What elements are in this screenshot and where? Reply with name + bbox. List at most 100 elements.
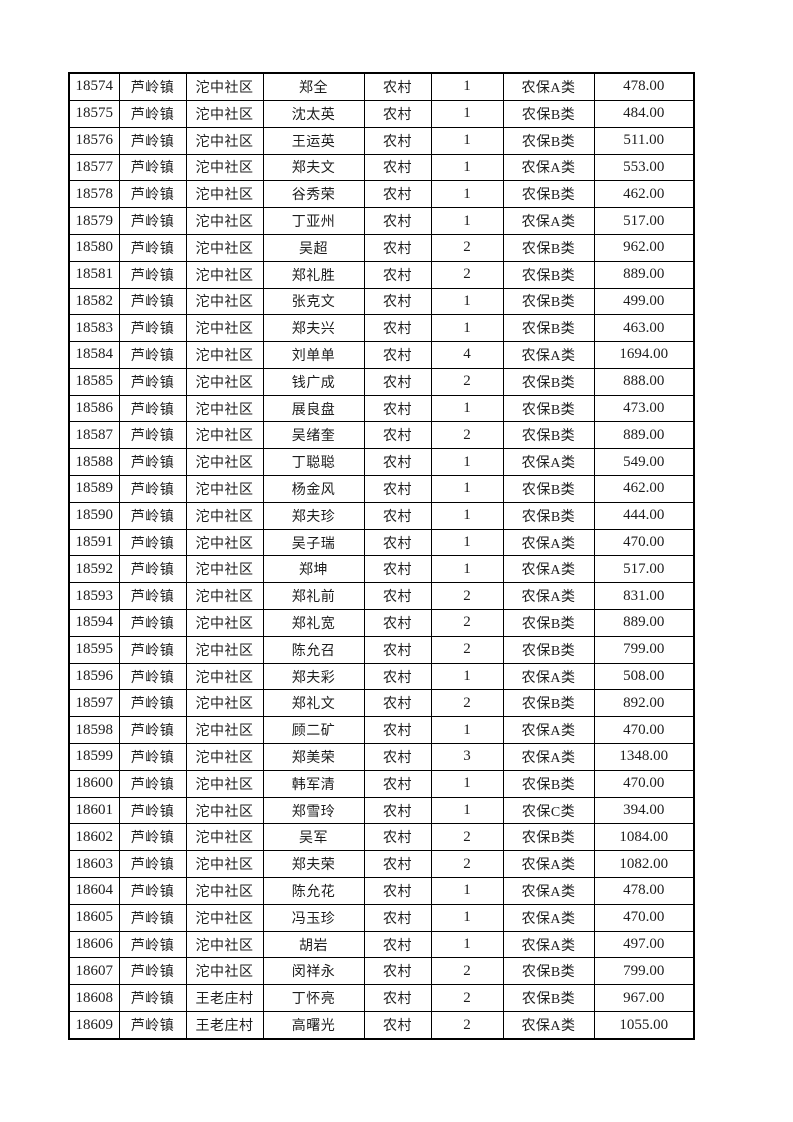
cell-record-id: 18598 (68, 716, 120, 745)
cell-residence-type: 农村 (363, 743, 432, 771)
cell-insurance-category: 农保B类 (502, 635, 595, 664)
cell-amount: 462.00 (593, 180, 695, 209)
cell-town: 芦岭镇 (118, 501, 187, 530)
cell-community: 沱中社区 (185, 609, 264, 637)
cell-person-name: 郑夫珍 (262, 501, 365, 530)
table-row: 18590 芦岭镇 沱中社区 郑夫珍 农村 1 农保B类 444.00 (68, 501, 695, 530)
cell-town: 芦岭镇 (118, 72, 187, 101)
cell-town: 芦岭镇 (118, 180, 187, 209)
cell-insurance-category: 农保B类 (502, 99, 595, 128)
table-row: 18592 芦岭镇 沱中社区 郑坤 农村 1 农保A类 517.00 (68, 555, 695, 584)
cell-person-count: 2 (430, 850, 504, 879)
cell-residence-type: 农村 (363, 233, 432, 262)
cell-community: 沱中社区 (185, 341, 264, 369)
cell-community: 沱中社区 (185, 796, 264, 825)
cell-insurance-category: 农保B类 (502, 260, 595, 289)
cell-insurance-category: 农保B类 (502, 421, 595, 450)
cell-town: 芦岭镇 (118, 126, 187, 155)
cell-record-id: 18589 (68, 475, 120, 503)
cell-residence-type: 农村 (363, 153, 432, 182)
cell-amount: 831.00 (593, 582, 695, 611)
cell-residence-type: 农村 (363, 957, 432, 986)
cell-person-name: 丁怀亮 (262, 984, 365, 1013)
cell-record-id: 18601 (68, 796, 120, 825)
cell-record-id: 18606 (68, 930, 120, 959)
cell-residence-type: 农村 (363, 689, 432, 718)
cell-town: 芦岭镇 (118, 341, 187, 369)
cell-record-id: 18577 (68, 153, 120, 182)
cell-amount: 889.00 (593, 609, 695, 637)
cell-person-count: 2 (430, 260, 504, 289)
cell-town: 芦岭镇 (118, 99, 187, 128)
cell-amount: 394.00 (593, 796, 695, 825)
cell-amount: 962.00 (593, 233, 695, 262)
table-row: 18607 芦岭镇 沱中社区 闵祥永 农村 2 农保B类 799.00 (68, 957, 695, 986)
cell-amount: 508.00 (593, 662, 695, 691)
cell-insurance-category: 农保A类 (502, 582, 595, 611)
cell-residence-type: 农村 (363, 287, 432, 316)
cell-person-count: 1 (430, 287, 504, 316)
cell-residence-type: 农村 (363, 260, 432, 289)
cell-person-count: 1 (430, 475, 504, 503)
cell-town: 芦岭镇 (118, 609, 187, 637)
cell-record-id: 18594 (68, 609, 120, 637)
cell-insurance-category: 农保B类 (502, 823, 595, 852)
cell-residence-type: 农村 (363, 769, 432, 798)
cell-person-name: 冯玉珍 (262, 903, 365, 932)
cell-community: 沱中社区 (185, 475, 264, 503)
cell-insurance-category: 农保A类 (502, 743, 595, 771)
cell-person-name: 高曙光 (262, 1011, 365, 1040)
table-row: 18588 芦岭镇 沱中社区 丁聪聪 农村 1 农保A类 549.00 (68, 448, 695, 477)
table-row: 18576 芦岭镇 沱中社区 王运英 农村 1 农保B类 511.00 (68, 126, 695, 155)
cell-person-count: 4 (430, 341, 504, 369)
table-body: 18574 芦岭镇 沱中社区 郑全 农村 1 农保A类 478.00 18575… (68, 72, 695, 1040)
cell-residence-type: 农村 (363, 475, 432, 503)
cell-person-name: 郑夫兴 (262, 314, 365, 343)
cell-insurance-category: 农保A类 (502, 207, 595, 235)
cell-record-id: 18596 (68, 662, 120, 691)
cell-record-id: 18592 (68, 555, 120, 584)
cell-community: 沱中社区 (185, 72, 264, 101)
cell-person-count: 1 (430, 126, 504, 155)
cell-person-count: 2 (430, 689, 504, 718)
cell-person-name: 吴子瑞 (262, 528, 365, 557)
cell-record-id: 18591 (68, 528, 120, 557)
cell-insurance-category: 农保B类 (502, 984, 595, 1013)
cell-record-id: 18579 (68, 207, 120, 235)
cell-town: 芦岭镇 (118, 769, 187, 798)
cell-residence-type: 农村 (363, 72, 432, 101)
cell-person-name: 胡岩 (262, 930, 365, 959)
cell-insurance-category: 农保A类 (502, 72, 595, 101)
cell-record-id: 18580 (68, 233, 120, 262)
cell-amount: 478.00 (593, 877, 695, 905)
cell-record-id: 18588 (68, 448, 120, 477)
cell-record-id: 18600 (68, 769, 120, 798)
cell-town: 芦岭镇 (118, 555, 187, 584)
table-row: 18581 芦岭镇 沱中社区 郑礼胜 农村 2 农保B类 889.00 (68, 260, 695, 289)
cell-amount: 967.00 (593, 984, 695, 1013)
table-row: 18595 芦岭镇 沱中社区 陈允召 农村 2 农保B类 799.00 (68, 635, 695, 664)
cell-person-name: 顾二矿 (262, 716, 365, 745)
cell-insurance-category: 农保A类 (502, 153, 595, 182)
cell-person-count: 1 (430, 207, 504, 235)
cell-town: 芦岭镇 (118, 260, 187, 289)
cell-insurance-category: 农保A类 (502, 555, 595, 584)
cell-person-name: 郑夫彩 (262, 662, 365, 691)
cell-amount: 463.00 (593, 314, 695, 343)
cell-residence-type: 农村 (363, 126, 432, 155)
cell-residence-type: 农村 (363, 609, 432, 637)
cell-community: 沱中社区 (185, 233, 264, 262)
cell-person-name: 吴军 (262, 823, 365, 852)
cell-person-count: 1 (430, 716, 504, 745)
table-row: 18579 芦岭镇 沱中社区 丁亚州 农村 1 农保A类 517.00 (68, 207, 695, 235)
table-row: 18605 芦岭镇 沱中社区 冯玉珍 农村 1 农保A类 470.00 (68, 903, 695, 932)
cell-person-count: 1 (430, 769, 504, 798)
cell-community: 沱中社区 (185, 153, 264, 182)
cell-person-name: 郑夫荣 (262, 850, 365, 879)
table-row: 18585 芦岭镇 沱中社区 钱广成 农村 2 农保B类 888.00 (68, 367, 695, 396)
cell-person-count: 2 (430, 367, 504, 396)
cell-community: 沱中社区 (185, 501, 264, 530)
table-row: 18586 芦岭镇 沱中社区 展良盘 农村 1 农保B类 473.00 (68, 394, 695, 423)
cell-community: 王老庄村 (185, 984, 264, 1013)
